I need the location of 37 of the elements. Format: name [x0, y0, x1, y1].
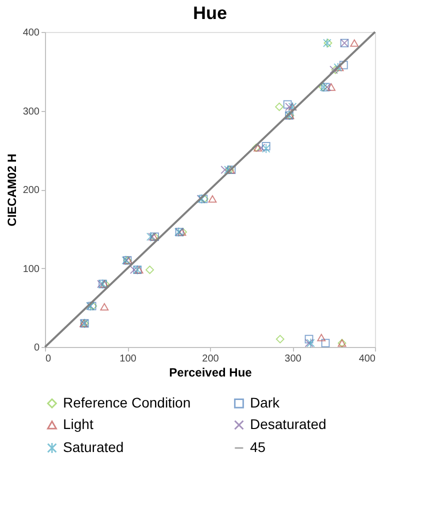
point — [321, 338, 330, 348]
point — [276, 334, 284, 344]
point — [262, 144, 270, 154]
point — [256, 144, 266, 152]
chart-title: Hue — [192, 3, 228, 23]
y-tick-label: 200 — [22, 185, 40, 196]
y-tick-label: 300 — [22, 106, 40, 118]
point — [262, 142, 270, 150]
point — [275, 102, 284, 112]
y-axis-title: CIECAM02 H — [4, 154, 19, 226]
y-tick-label: 0 — [34, 342, 40, 354]
legend-label: Saturated — [63, 439, 124, 455]
legend-label: 45 — [250, 439, 266, 455]
legend-label: Reference Condition — [63, 394, 191, 410]
legend-label: Dark — [250, 394, 281, 410]
x-tick-label: 400 — [358, 354, 376, 364]
point — [100, 303, 109, 311]
x-tick-label: 200 — [202, 354, 220, 364]
legend-label: Desaturated — [250, 416, 326, 432]
x-tick-label: 0 — [46, 354, 52, 364]
point — [283, 100, 292, 109]
y-tick-label: 400 — [22, 28, 40, 38]
point — [146, 266, 154, 274]
x-tick-label: 300 — [284, 354, 302, 364]
point — [327, 83, 336, 91]
point — [317, 334, 326, 342]
point — [339, 60, 348, 70]
x-tick-label: 100 — [120, 354, 137, 364]
y-tick-label: 100 — [22, 264, 40, 275]
point — [130, 266, 138, 274]
point — [350, 39, 359, 47]
legend-label: Light — [63, 416, 94, 432]
point — [284, 102, 294, 112]
point — [304, 334, 314, 344]
point — [208, 195, 217, 203]
point — [220, 166, 230, 174]
x-axis-title: Perceived Hue — [169, 366, 252, 380]
